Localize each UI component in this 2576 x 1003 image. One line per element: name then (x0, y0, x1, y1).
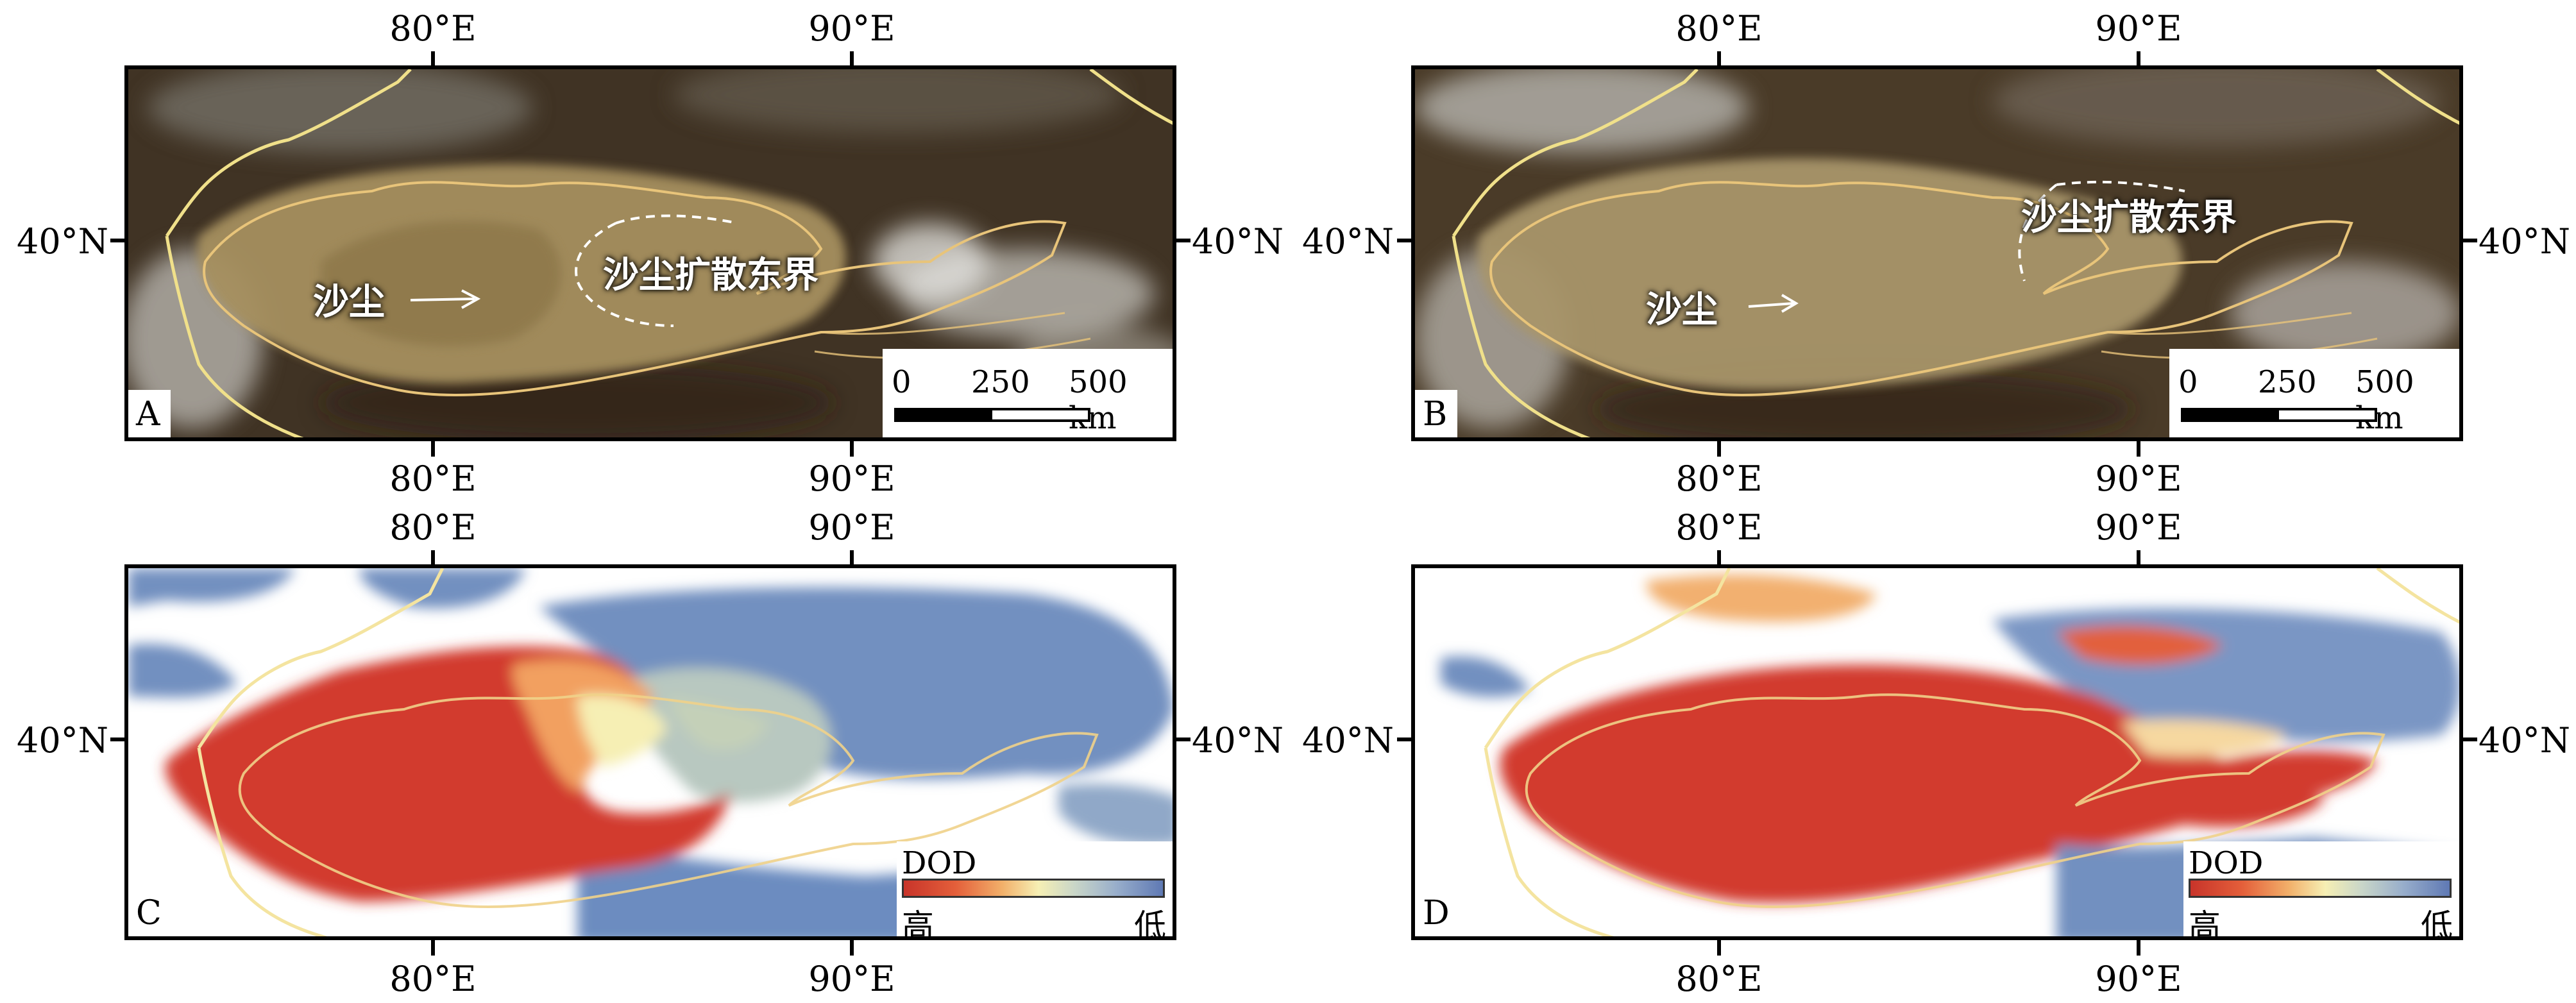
panel-letter-c: C (128, 889, 172, 936)
scale-tick-500-b: 500 km (2355, 364, 2414, 436)
dust-front-dashed-line-a (575, 214, 738, 327)
dod-legend-title-c: DOD (902, 845, 977, 881)
country-border-b (1452, 69, 2459, 437)
basin-outline-d (1525, 693, 2385, 909)
lon-label-90e-bottom-a: 90°E (808, 459, 895, 499)
scale-bar-graphic-b (2181, 408, 2377, 422)
dust-label-b: 沙尘 (1646, 289, 1718, 331)
panel-c-dod-map: DOD 高 低 C (124, 564, 1176, 940)
lon-label-80e-top-b: 80°E (1675, 8, 1763, 49)
lon-label-80e-bottom-b: 80°E (1675, 459, 1763, 499)
dod-legend-low-d: 低 (2421, 907, 2453, 940)
basin-outline-c (238, 693, 1099, 909)
dust-boundary-label-a: 沙尘扩散东界 (603, 255, 818, 296)
basin-outline-a (203, 181, 1067, 397)
lon-label-80e-top-c: 80°E (389, 507, 477, 548)
panel-letter-a: A (128, 390, 171, 437)
dust-direction-arrow-b (1748, 294, 1799, 313)
dod-legend-title-d: DOD (2189, 845, 2264, 881)
scale-tick-250-b: 250 (2258, 364, 2317, 400)
lat-label-40n-right-b: 40°N (2479, 221, 2570, 262)
dod-legend-high-c: 高 (902, 907, 934, 940)
lat-label-40n-left-d: 40°N (1302, 720, 1394, 761)
lat-label-40n-right-a: 40°N (1192, 221, 1284, 262)
country-border-a (165, 69, 1173, 437)
lon-label-80e-top-d: 80°E (1675, 507, 1763, 548)
panel-a-satellite-map: 沙尘 沙尘扩散东界 0 250 500 km A (124, 65, 1176, 441)
lon-label-90e-top-a: 90°E (808, 8, 895, 49)
scale-bar-a: 0 250 500 km (883, 349, 1173, 437)
scale-tick-250-a: 250 (971, 364, 1030, 400)
lat-label-40n-right-d: 40°N (2479, 720, 2570, 761)
panel-letter-b: B (1415, 390, 1458, 437)
dust-direction-arrow-a (410, 289, 481, 309)
country-border-c (197, 568, 445, 936)
lon-label-90e-top-c: 90°E (808, 507, 895, 548)
panel-d-dod-map: DOD 高 低 D (1411, 564, 2463, 940)
country-border-d (1484, 568, 2459, 936)
lon-label-80e-bottom-a: 80°E (389, 459, 477, 499)
lat-label-40n-left-a: 40°N (17, 221, 108, 262)
dod-legend-d: DOD 高 低 (2183, 841, 2459, 936)
dod-legend-high-d: 高 (2189, 907, 2221, 940)
scale-bar-b: 0 250 500 km (2169, 349, 2459, 437)
basin-outline-b (1489, 181, 2353, 397)
dod-color-ramp-c (902, 879, 1165, 898)
lon-label-90e-bottom-c: 90°E (808, 959, 895, 999)
scale-tick-0-b: 0 (2178, 364, 2198, 400)
dust-boundary-label-b: 沙尘扩散东界 (2021, 197, 2237, 239)
scale-tick-0-a: 0 (892, 364, 911, 400)
lon-label-80e-top-a: 80°E (389, 8, 477, 49)
dod-color-ramp-d (2189, 879, 2452, 898)
dust-label-a: 沙尘 (313, 282, 385, 323)
panel-letter-d: D (1415, 889, 1460, 936)
dod-legend-c: DOD 高 低 (897, 841, 1173, 936)
lat-label-40n-left-b: 40°N (1302, 221, 1394, 262)
lat-label-40n-left-c: 40°N (17, 720, 108, 761)
lon-label-90e-top-b: 90°E (2095, 8, 2182, 49)
panel-b-satellite-map: 沙尘 沙尘扩散东界 0 250 500 km B (1411, 65, 2463, 441)
lon-label-90e-top-d: 90°E (2095, 507, 2182, 548)
dust-front-dashed-line-b (2018, 180, 2185, 282)
lon-label-90e-bottom-b: 90°E (2095, 459, 2182, 499)
lat-label-40n-right-c: 40°N (1192, 720, 1284, 761)
lon-label-90e-bottom-d: 90°E (2095, 959, 2182, 999)
scale-bar-graphic-a (894, 408, 1090, 422)
lon-label-80e-bottom-c: 80°E (389, 959, 477, 999)
scale-tick-500-a: 500 km (1069, 364, 1128, 436)
lon-label-80e-bottom-d: 80°E (1675, 959, 1763, 999)
dod-legend-low-c: 低 (1134, 907, 1166, 940)
